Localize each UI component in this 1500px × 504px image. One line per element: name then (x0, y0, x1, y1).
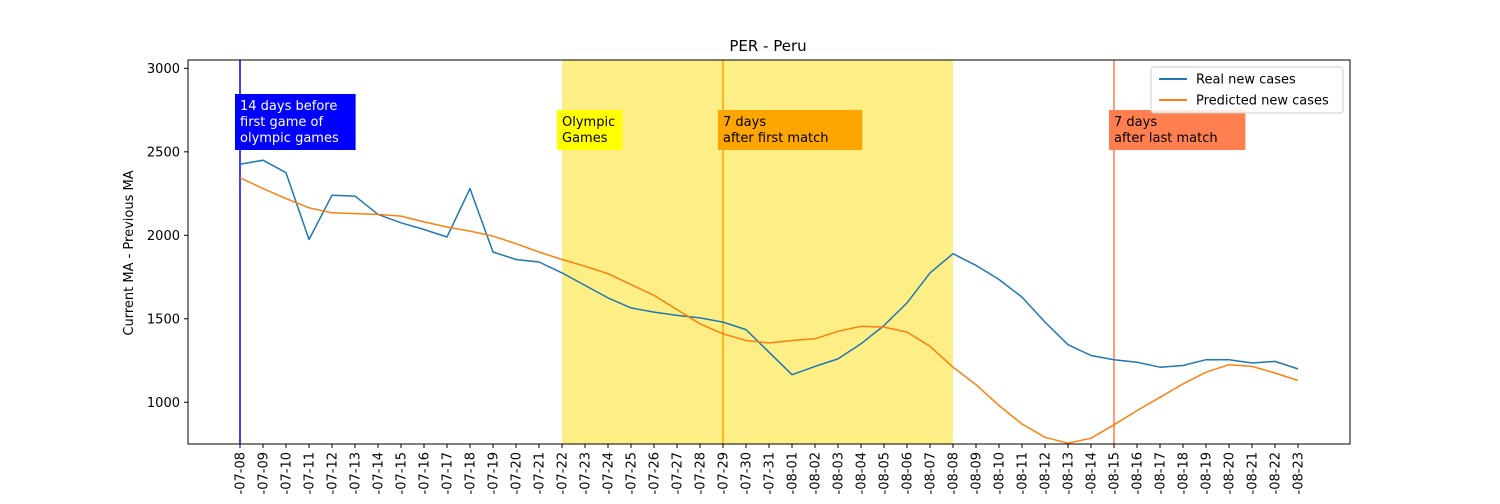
annotation-first-match-text: 7 days (723, 115, 766, 130)
x-tick-label: -08-23 (1292, 452, 1307, 494)
y-tick-label: 1000 (147, 396, 180, 411)
x-tick-label: -07-15 (395, 452, 410, 494)
x-tick-label: -08-11 (1016, 452, 1031, 494)
legend: Real new cases Predicted new cases (1150, 66, 1344, 114)
x-tick-label: -08-15 (1108, 452, 1123, 494)
x-tick-label: -07-17 (441, 452, 456, 494)
x-tick-label: -08-12 (1039, 452, 1054, 494)
annotation-last-match-text: after last match (1114, 131, 1218, 146)
x-tick-label: -07-09 (257, 452, 272, 494)
annotation-last-match-text: 7 days (1114, 115, 1157, 130)
x-tick-label: -07-13 (349, 452, 364, 494)
x-tick-label: -08-22 (1269, 452, 1284, 494)
x-tick-label: -08-17 (1154, 452, 1169, 494)
x-tick-label: -08-03 (832, 452, 847, 494)
series-lines (239, 159, 1299, 444)
x-tick-label: -08-18 (1177, 452, 1192, 494)
x-tick-label: -07-11 (303, 452, 318, 494)
y-tick-label: 2500 (147, 145, 180, 160)
x-tick-label: -07-27 (671, 452, 686, 494)
x-tick-label: -08-07 (924, 452, 939, 494)
x-tick-label: -08-08 (947, 452, 962, 494)
annotation-first-match-box (718, 110, 863, 150)
x-tick-label: -08-09 (970, 452, 985, 494)
y-axis-label: Current MA - Previous MA (122, 170, 137, 335)
x-tick-label: -07-19 (487, 452, 502, 494)
x-tick-label: -08-10 (993, 452, 1008, 494)
annotation-last-match-box (1109, 110, 1246, 150)
x-tick-label: -07-30 (740, 452, 755, 494)
y-tick-label: 3000 (147, 62, 180, 77)
x-tick-label: -08-16 (1131, 452, 1146, 494)
annotation-olympic-games-text: Olympic (562, 115, 615, 130)
y-tick-label: 2000 (147, 229, 180, 244)
legend-box (1150, 66, 1344, 114)
x-tick-label: -07-28 (694, 452, 709, 494)
annotation-olympic-games-box (557, 110, 623, 150)
x-tick-label: -07-08 (234, 452, 249, 494)
chart-title: PER - Peru (729, 37, 806, 55)
x-tick-label: -07-26 (648, 452, 663, 494)
x-tick-label: -08-21 (1246, 452, 1261, 494)
x-tick-label: -07-31 (763, 452, 778, 494)
x-tick-label: -07-23 (579, 452, 594, 494)
annotation-before-olympics-text: 14 days before (240, 99, 337, 114)
series-line-1 (239, 159, 1299, 376)
annotation-before-olympics-text: olympic games (240, 131, 339, 146)
x-tick-label: -08-01 (786, 452, 801, 494)
x-tick-label: -07-22 (556, 452, 571, 494)
x-tick-label: -07-14 (372, 452, 387, 494)
x-tick-label: -07-16 (418, 452, 433, 494)
y-tick-label: 1500 (147, 312, 180, 327)
annotation-olympic-games-text: Games (562, 131, 608, 146)
x-tick-label: -07-21 (533, 452, 548, 494)
x-tick-label: -07-20 (510, 452, 525, 494)
x-tick-label: -08-06 (901, 452, 916, 494)
x-tick-label: -07-10 (280, 452, 295, 494)
x-tick-label: -07-12 (326, 452, 341, 494)
x-tick-label: -08-20 (1223, 452, 1238, 494)
x-tick-label: -07-24 (602, 452, 617, 494)
annotation-before-olympics-text: first game of (240, 115, 324, 130)
axes: 1000 1500 2000 2500 3000 -07-08 -07-09 -07-10 -0… (147, 59, 1351, 494)
x-tick-label: -07-29 (717, 452, 732, 494)
annotation-before-olympics-box (235, 94, 356, 150)
x-tick-label: -07-25 (625, 452, 640, 494)
legend-label-1: Real new cases (1196, 73, 1296, 88)
x-tick-label: -07-18 (464, 452, 479, 494)
x-tick-label: -08-04 (855, 452, 870, 494)
x-tick-label: -08-13 (1062, 452, 1077, 494)
series-line-2 (239, 177, 1299, 444)
annotation-first-match-text: after first match (723, 131, 829, 146)
x-tick-label: -08-14 (1085, 452, 1100, 494)
x-tick-label: -08-02 (809, 452, 824, 494)
x-tick-label: -08-05 (878, 452, 893, 494)
legend-label-2: Predicted new cases (1196, 94, 1329, 109)
x-tick-label: -08-19 (1200, 452, 1215, 494)
